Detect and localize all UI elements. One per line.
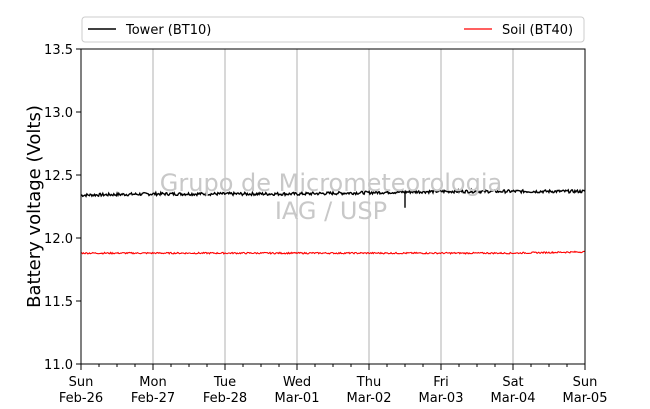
x-tick-label-day: Sat [502,375,523,390]
y-tick-label: 13.0 [44,106,73,121]
legend: Tower (BT10) Soil (BT40) [81,16,585,43]
watermark-text: Grupo de Micrometeorologia [160,169,502,197]
x-tick-label-date: Mar-03 [419,391,464,406]
grid-lines [152,49,514,364]
legend-entry: Soil (BT40) [502,23,573,38]
series-layer [80,187,586,255]
y-tick-label: 12.5 [44,169,73,184]
series-line [80,250,586,255]
x-tick-label-date: Mar-04 [491,391,536,406]
legend-box [81,16,585,43]
x-tick-label-day: Sun [573,375,598,390]
x-tick-label-day: Mon [139,375,166,390]
watermark-text: IAG / USP [275,197,387,225]
series-line [80,187,586,198]
x-tick-label-day: Thu [356,375,381,390]
y-tick-label: 11.0 [44,358,73,373]
x-tick-label-date: Feb-28 [203,391,247,406]
x-axis: SunFeb-26MonFeb-27TueFeb-28WedMar-01ThuM… [59,364,608,406]
y-axis-label: Battery voltage (Volts) [24,105,45,308]
x-tick-label-date: Feb-27 [131,391,175,406]
x-tick-label-day: Wed [283,375,311,390]
y-tick-label: 12.0 [44,232,73,247]
x-tick-label-date: Feb-26 [59,391,103,406]
y-tick-label: 11.5 [44,295,73,310]
y-axis: 11.0 11.5 12.0 12.5 13.0 13.5 [44,43,81,373]
x-tick-label-day: Tue [213,375,236,390]
legend-entry: Tower (BT10) [125,23,211,38]
x-tick-label-date: Mar-05 [563,391,608,406]
x-tick-label-day: Fri [433,375,449,390]
x-tick-label-day: Sun [69,375,94,390]
x-tick-label-date: Mar-02 [347,391,392,406]
y-tick-label: 13.5 [44,43,73,58]
x-tick-label-date: Mar-01 [275,391,320,406]
